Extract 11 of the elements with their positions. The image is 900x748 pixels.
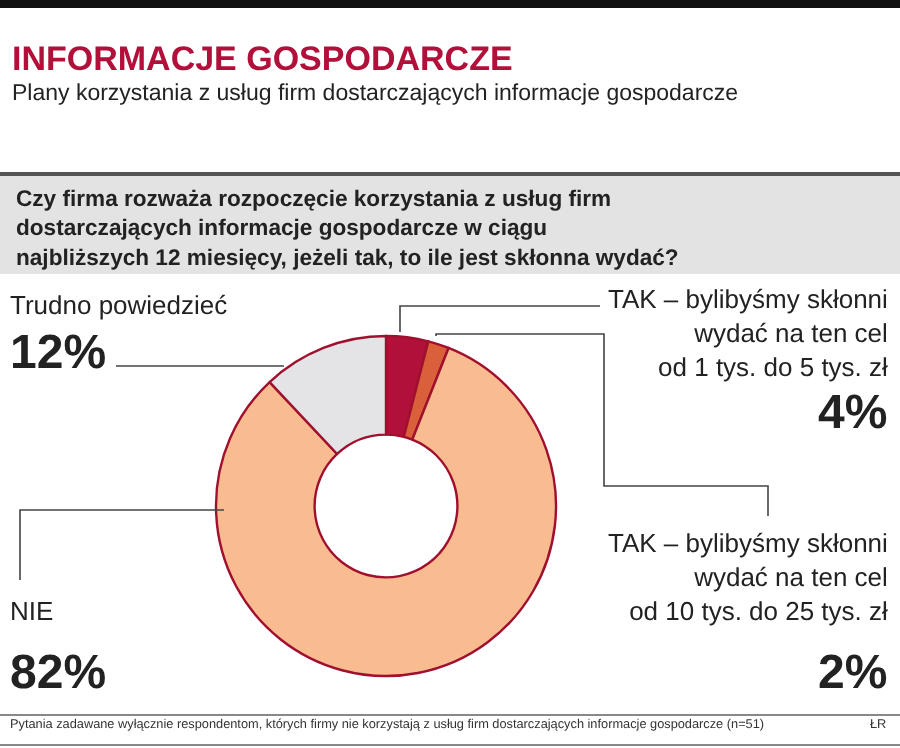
text: Czy firma rozważa rozpoczęcie korzystania z usług firm dostarczających informacje gospodarcze w ciągu najbliższych 12 miesięcy, jeżeli tak, to ile jest skłonna wydać? — [16, 188, 679, 271]
chart-title: INFORMACJE GOSPODARCZE — [12, 40, 513, 78]
slice-label: Trudno powiedzieć — [10, 290, 229, 320]
data-label: 2% — [818, 646, 888, 700]
slice-label: TAK – bylibyśmy skłonni wydać na ten cel od 1 tys. do 5 tys. zł — [608, 284, 889, 382]
data-label: 82% — [10, 646, 107, 700]
data-label: 12% — [10, 326, 107, 380]
data-label: 4% — [818, 386, 888, 440]
slice-label: TAK – bylibyśmy skłonni wydać na ten cel od 10 tys. do 25 tys. zł — [608, 528, 889, 626]
slice-label: NIE — [10, 596, 54, 626]
chart-subtitle: Plany korzystania z usług firm dostarczających informacje gospodarcze — [12, 82, 739, 106]
